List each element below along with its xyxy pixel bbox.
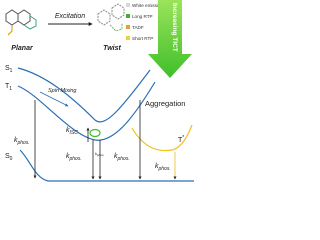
legend-swatch xyxy=(126,3,130,7)
rate-label: kphos. xyxy=(66,153,82,162)
rate-main: k xyxy=(155,163,159,170)
spin-mixing-arrow xyxy=(39,91,69,107)
state-main: T xyxy=(5,83,10,90)
state-sub: 1 xyxy=(10,68,13,74)
tict-arrow xyxy=(148,0,192,78)
legend-label: White emission xyxy=(132,3,164,8)
legend-label: Short RTP xyxy=(132,36,153,41)
transition-arrows xyxy=(33,100,177,180)
rate-label: kphos. xyxy=(95,151,105,157)
legend-swatch xyxy=(126,14,130,18)
legend-label: Long RTP xyxy=(132,14,153,19)
excitation-label: Excitation xyxy=(55,13,85,20)
rate-sub: phos. xyxy=(17,140,30,146)
rate-sub: phos. xyxy=(158,166,171,172)
rate-label: kphos. xyxy=(114,153,130,162)
rate-main: k xyxy=(66,153,70,160)
diagram: Planar Excitation Twist White emission L… xyxy=(5,0,194,182)
legend: White emission Long RTP TADF Short RTP xyxy=(126,3,164,41)
planar-molecule xyxy=(5,9,37,36)
rate-label: kphos. xyxy=(155,163,171,172)
tstar-curve xyxy=(131,124,193,152)
state-sub: 0 xyxy=(10,156,13,162)
planar-label: Planar xyxy=(11,45,34,52)
rate-main: k xyxy=(95,151,98,156)
state-label: T* xyxy=(178,135,184,144)
state-main: S xyxy=(5,153,10,160)
legend-swatch xyxy=(126,36,130,40)
state-label: S1 xyxy=(5,65,13,74)
rate-sub: phos. xyxy=(69,156,82,162)
state-main: S xyxy=(5,65,10,72)
rate-sub: phos. xyxy=(117,156,130,162)
rate-sub: phos. xyxy=(96,153,105,157)
crossing-circle xyxy=(89,128,101,138)
t1-curve xyxy=(17,81,156,141)
state-label: S0 xyxy=(5,153,13,162)
state-sub: * xyxy=(182,135,184,141)
rate-sub: ISC xyxy=(70,130,79,136)
s0-curve xyxy=(19,149,194,182)
state-sub: 1 xyxy=(9,86,12,92)
rate-main: k xyxy=(66,127,70,134)
rate-label: kphos. xyxy=(14,137,30,146)
legend-swatch xyxy=(126,25,130,29)
state-main: T xyxy=(178,137,183,144)
rate-main: k xyxy=(14,137,18,144)
legend-label: TADF xyxy=(132,25,144,30)
state-label: T1 xyxy=(5,83,12,92)
rate-label: kISC xyxy=(66,127,78,136)
s1-curve xyxy=(17,67,151,123)
rate-main: k xyxy=(114,153,118,160)
twist-label: Twist xyxy=(103,45,121,52)
twist-molecule xyxy=(97,3,125,32)
tict-label: Increasing TICT xyxy=(171,3,178,52)
aggregation-label: Aggregation xyxy=(145,99,185,108)
spin-mixing-label: Spin Mixing xyxy=(48,88,77,94)
